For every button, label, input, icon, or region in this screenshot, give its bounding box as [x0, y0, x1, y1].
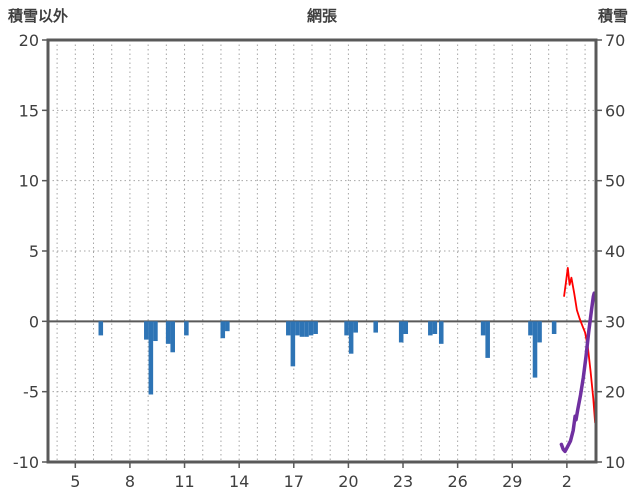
hourly-bars-bar [153, 321, 158, 342]
y-left-tick-label: 20 [19, 31, 39, 50]
red-line [563, 267, 596, 424]
hourly-bars-bar [286, 321, 291, 336]
y-left-tick-label: 5 [29, 242, 39, 261]
hourly-bars-bar [551, 321, 557, 334]
hourly-bars-bar [398, 321, 404, 343]
y-left-tick-label: 15 [19, 101, 39, 120]
hourly-bars-bar [438, 321, 444, 344]
hourly-bars-bar [290, 321, 296, 367]
hourly-bars-bar [184, 321, 189, 336]
y-left-tick-label: 0 [29, 312, 39, 331]
hourly-bars-bar [485, 321, 490, 358]
x-tick-label: 2 [562, 472, 572, 491]
y-right-tick-label: 30 [605, 312, 625, 331]
x-tick-label: 29 [502, 472, 522, 491]
y-left-tick-label: -5 [23, 383, 39, 402]
x-tick-label: 17 [284, 472, 304, 491]
hourly-bars-bar [528, 321, 533, 336]
hourly-bars-bar [373, 321, 378, 333]
x-tick-label: 5 [70, 472, 80, 491]
hourly-bars-bar [432, 321, 438, 334]
hourly-bars-bar [299, 321, 305, 337]
y-left-tick-label: 10 [19, 172, 39, 191]
hourly-bars-bar [144, 321, 149, 340]
hourly-bars-bar [98, 321, 104, 336]
x-tick-label: 14 [229, 472, 249, 491]
hourly-bars-bar [403, 321, 409, 334]
x-tick-label: 23 [393, 472, 413, 491]
hourly-bars-bar [304, 321, 309, 337]
right-axis-title: 積雪 [597, 7, 628, 25]
y-right-tick-label: 60 [605, 101, 625, 120]
hourly-bars-bar [308, 321, 314, 336]
hourly-bars-bar [348, 321, 354, 354]
x-tick-label: 11 [174, 472, 194, 491]
y-right-tick-label: 40 [605, 242, 625, 261]
hourly-bars-bar [537, 321, 542, 343]
hourly-bars-bar [344, 321, 349, 336]
hourly-bars-bar [428, 321, 433, 336]
hourly-bars-bar [480, 321, 486, 336]
y-right-tick-label: 70 [605, 31, 625, 50]
y-right-tick-label: 10 [605, 453, 625, 472]
chart-title: 網張 [306, 7, 337, 25]
left-axis-title: 積雪以外 [8, 7, 69, 25]
hourly-bars-bar [148, 321, 154, 395]
y-left-tick-label: -10 [13, 453, 39, 472]
hourly-bars-bar [170, 321, 175, 353]
y-right-tick-label: 20 [605, 383, 625, 402]
hourly-bars-bar [165, 321, 171, 344]
hourly-bars-bar [532, 321, 538, 378]
purple-line [559, 291, 596, 454]
hourly-bars-bar [225, 321, 230, 332]
hourly-bars-bar [353, 321, 358, 333]
y-right-tick-label: 50 [605, 172, 625, 191]
hourly-bars-bar [220, 321, 226, 339]
x-tick-label: 8 [125, 472, 135, 491]
x-tick-label: 26 [447, 472, 467, 491]
x-tick-label: 20 [338, 472, 358, 491]
hourly-bars-bar [295, 321, 300, 336]
hourly-bars-bar [313, 321, 318, 334]
